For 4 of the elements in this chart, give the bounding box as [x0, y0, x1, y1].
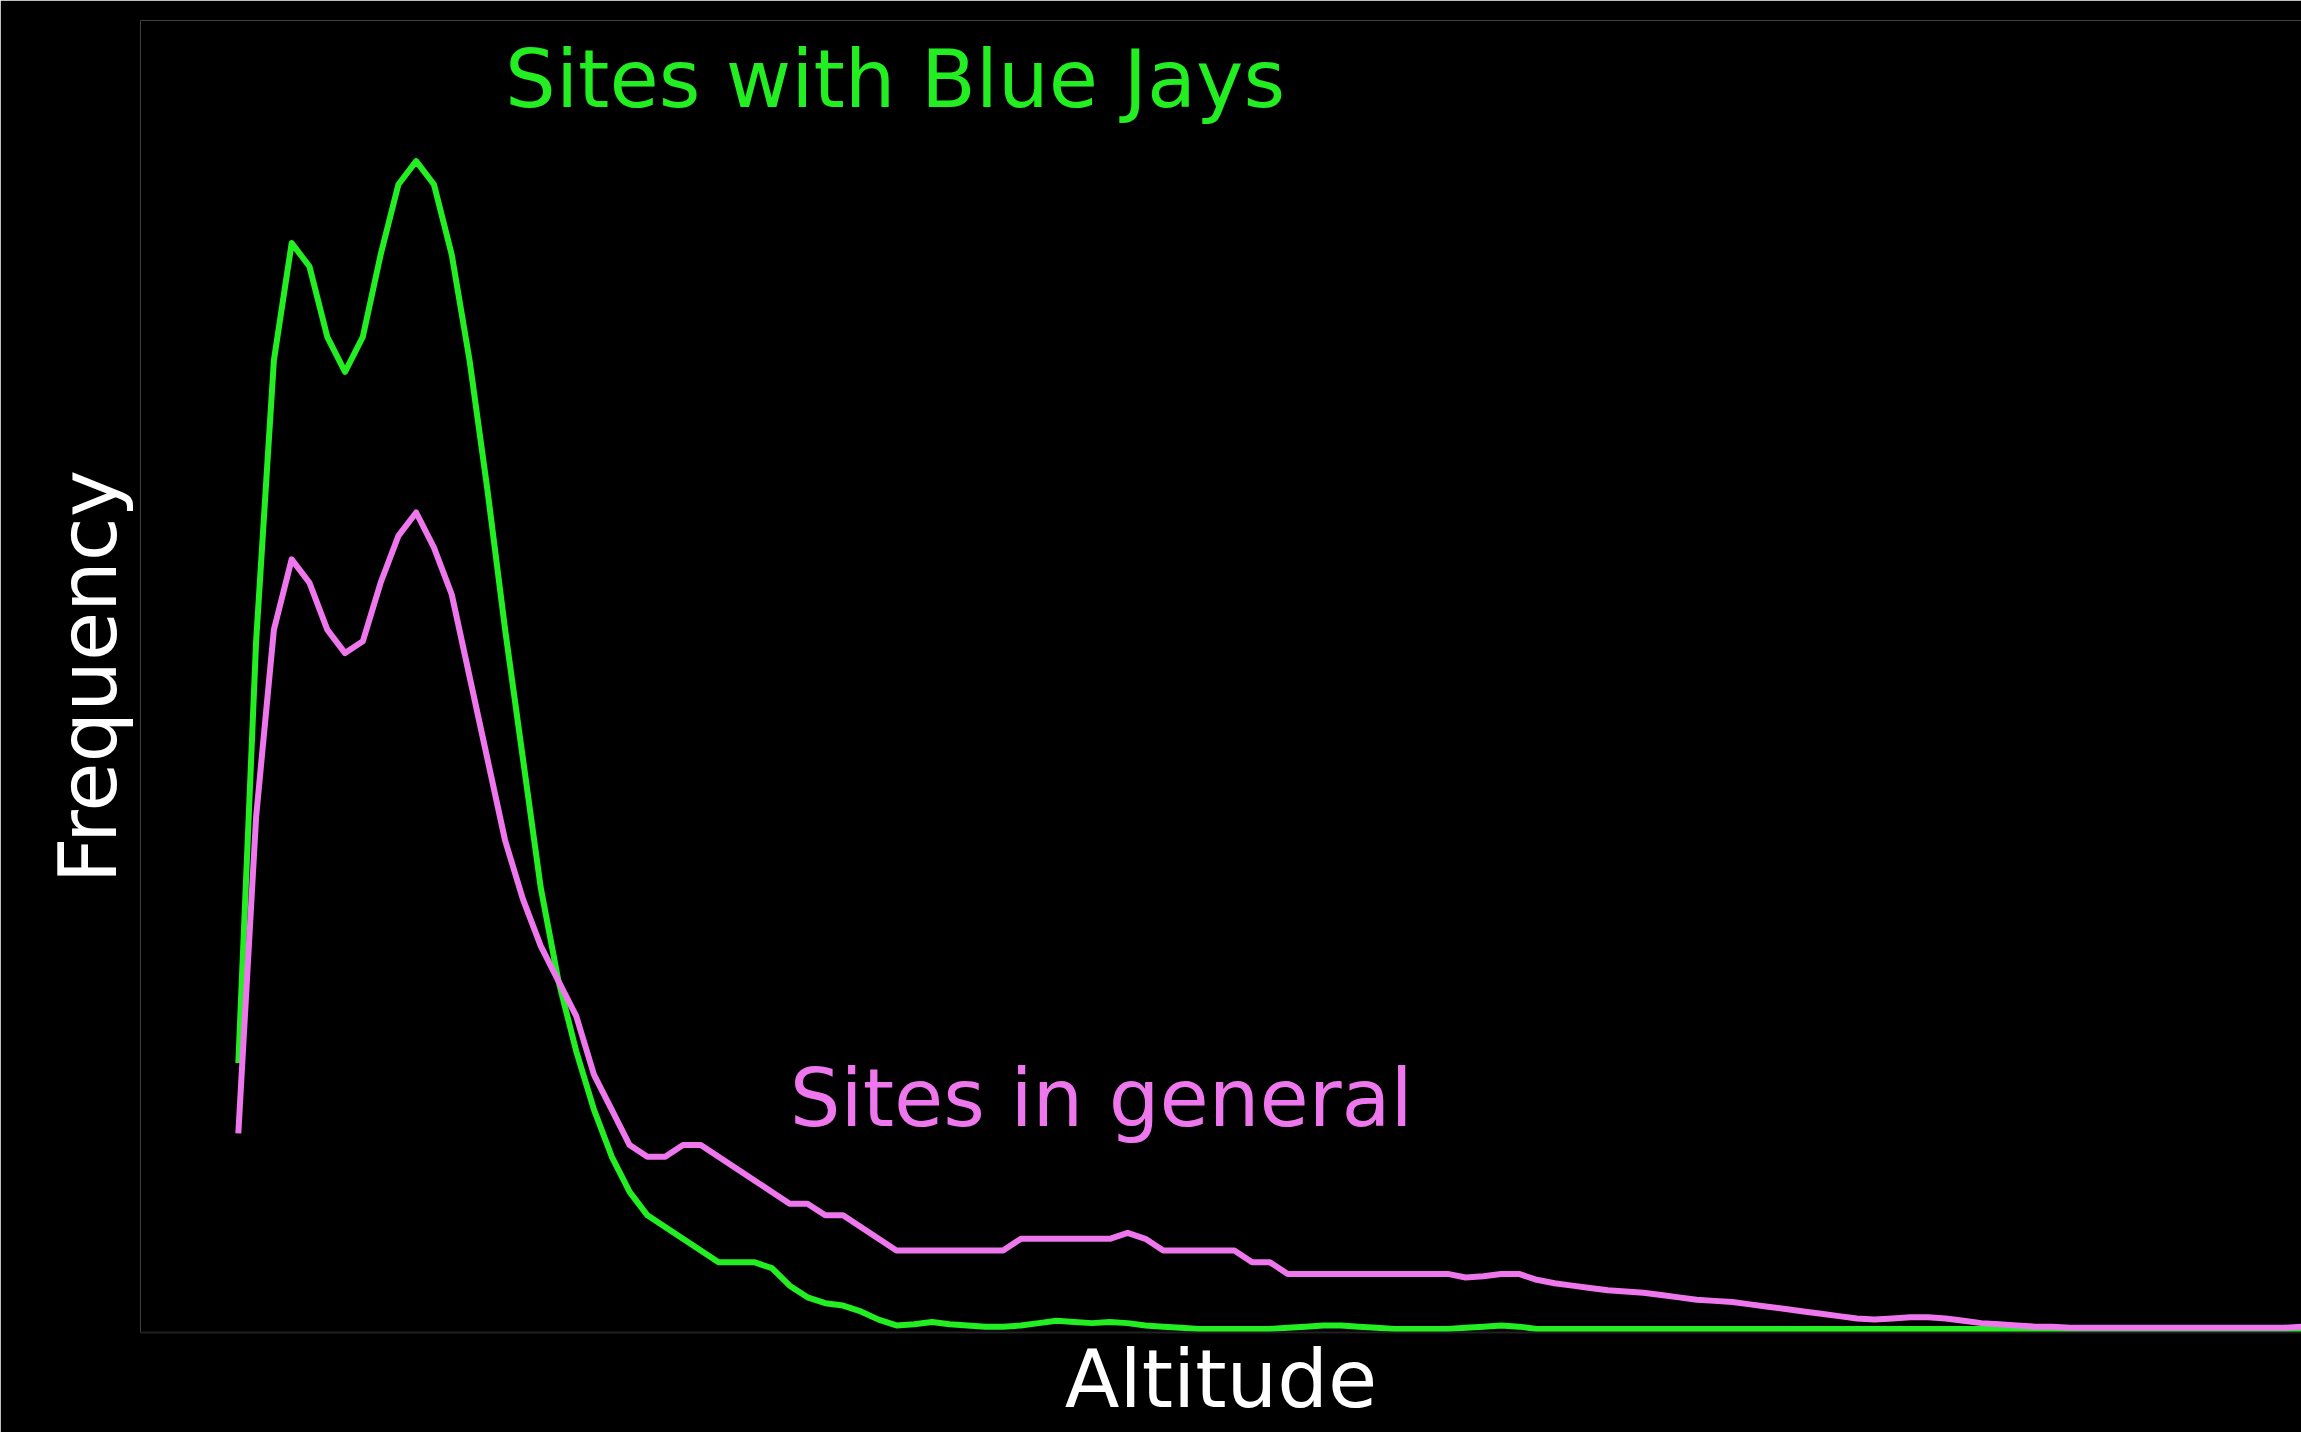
series-label: Sites with Blue Jays — [505, 32, 1286, 126]
x-axis-title: Altitude — [1064, 1332, 1378, 1426]
y-axis-title: Frequency — [41, 469, 135, 884]
series-label: Sites in general — [789, 1052, 1413, 1146]
